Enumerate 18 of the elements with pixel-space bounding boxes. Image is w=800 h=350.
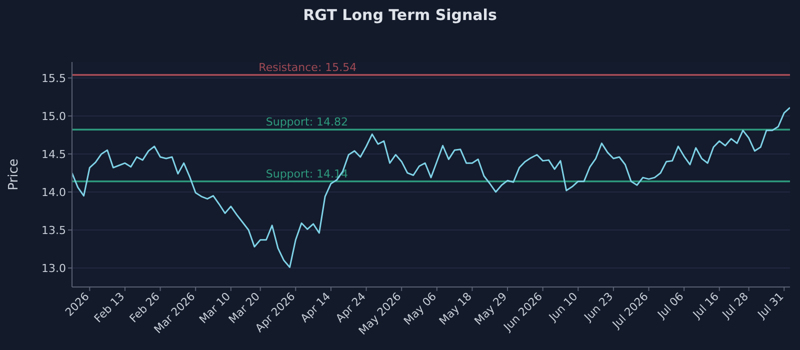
y-tick-label: 15.0 xyxy=(42,110,66,123)
y-tick-label: 14.5 xyxy=(42,148,66,161)
x-tick-label: Jun 10 xyxy=(546,290,580,324)
chart-title: RGT Long Term Signals xyxy=(302,6,498,24)
y-tick-label: 13.5 xyxy=(42,224,66,237)
ref-line-label: Resistance: 15.54 xyxy=(258,60,357,74)
ref-line-label: Support: 14.82 xyxy=(266,116,348,129)
x-tick-label: Apr 14 xyxy=(298,290,334,325)
y-tick-label: 15.5 xyxy=(42,72,66,85)
y-tick-label: 14.0 xyxy=(42,186,66,199)
x-tick-label: Jul 06 xyxy=(654,290,686,322)
x-tick-label: Jul 31 xyxy=(754,290,786,322)
y-tick-label: 13.0 xyxy=(42,262,66,275)
x-tick-label: Jul 28 xyxy=(719,290,751,322)
line-series xyxy=(72,106,790,268)
x-tick-label: Jul 16 xyxy=(690,290,722,322)
y-axis-title: Price xyxy=(6,158,22,190)
x-tick-label: Feb 13 xyxy=(92,290,128,326)
